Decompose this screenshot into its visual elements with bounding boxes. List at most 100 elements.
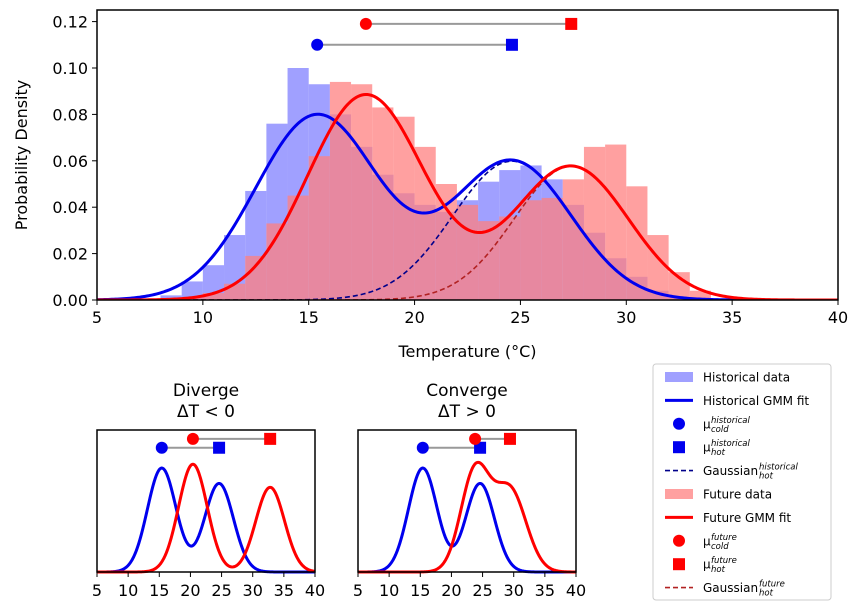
hist-bar-1-1 xyxy=(202,293,225,300)
y-tick-label-2: 0.04 xyxy=(52,198,88,217)
mean-marker-mu_cold-future xyxy=(186,432,199,445)
legend-marker xyxy=(673,558,685,571)
mean-marker-mu_hot-historical xyxy=(505,38,518,51)
legend-label-sub: cold xyxy=(711,542,729,552)
x-tick-label-7: 40 xyxy=(305,581,325,600)
x-tick-label-3: 20 xyxy=(404,308,424,327)
gmm-fit-line-3 xyxy=(97,92,838,300)
mean-marker-mu_hot-historical xyxy=(474,441,487,454)
hist-bar-1-24 xyxy=(689,290,711,300)
hist-bar-1-23 xyxy=(668,272,690,300)
panel-frame xyxy=(357,429,577,573)
x-tick-label-4: 25 xyxy=(211,581,231,600)
y-tick-label-1: 0.02 xyxy=(52,245,88,264)
x-tick-label-0: 5 xyxy=(353,581,363,600)
main-frame xyxy=(96,9,839,301)
x-tick-label-5: 30 xyxy=(504,581,524,600)
x-tick-label-7: 40 xyxy=(566,581,586,600)
x-tick-label-2: 15 xyxy=(410,581,430,600)
legend-label-sub: hot xyxy=(711,565,726,575)
legend-label-sub: hot xyxy=(759,589,774,599)
legend-label-sup: future xyxy=(759,580,785,590)
x-tick-label-1: 10 xyxy=(193,308,213,327)
hist-bar-1-14 xyxy=(478,221,500,300)
legend-label-main: Gaussian xyxy=(703,464,758,478)
legend-label: μfuture cold xyxy=(703,533,737,552)
legend-entry-3: μhistorical hot xyxy=(673,439,750,458)
y-tick-label-0: 0.00 xyxy=(52,291,88,310)
hist-bar-1-18 xyxy=(562,179,584,300)
legend-label: Gaussianhistorical hot xyxy=(703,463,798,482)
legend-label-sub: hot xyxy=(759,472,774,482)
legend-label-sub: cold xyxy=(711,425,729,435)
x-tick-label-6: 35 xyxy=(535,581,555,600)
hist-bar-1-13 xyxy=(456,204,479,300)
mean-marker-mu_cold-future xyxy=(469,432,482,445)
legend-label: μfuture hot xyxy=(703,556,737,575)
x-tick-label-0: 5 xyxy=(92,308,102,327)
hist-bar-1-16 xyxy=(520,200,542,300)
x-axis-label: Temperature (°C) xyxy=(397,342,536,361)
hist-bar-0-0 xyxy=(160,295,182,300)
legend-label-sub: hot xyxy=(711,448,726,458)
legend-label-sup: future xyxy=(711,533,737,543)
y-tick-label-3: 0.06 xyxy=(52,152,88,171)
hist-bar-1-17 xyxy=(541,197,563,300)
x-tick-label-5: 30 xyxy=(243,581,263,600)
legend-label: μhistorical cold xyxy=(703,416,750,435)
x-tick-label-2: 15 xyxy=(299,308,319,327)
panel-title: Converge xyxy=(426,381,508,401)
hist-bar-1-9 xyxy=(372,107,394,300)
legend-marker xyxy=(673,441,685,454)
legend-label-sup: historical xyxy=(759,463,798,473)
x-tick-label-6: 35 xyxy=(274,581,294,600)
legend-swatch xyxy=(665,489,693,499)
x-tick-label-4: 25 xyxy=(510,308,530,327)
legend-label-main: μ xyxy=(703,534,711,548)
legend-label-main: μ xyxy=(703,441,711,455)
hist-bar-1-3 xyxy=(245,255,267,300)
y-tick-label-6: 0.12 xyxy=(52,13,88,32)
legend-label: Future GMM fit xyxy=(703,511,791,525)
legend-entry-0: Historical data xyxy=(665,371,790,385)
y-axis-label: Probability Density xyxy=(12,80,31,231)
hist-bar-1-20 xyxy=(605,144,627,300)
mean-marker-mu_hot-historical xyxy=(213,441,226,454)
mean-marker-mu_hot-future xyxy=(264,432,277,445)
legend-label: Historical data xyxy=(703,371,790,385)
hist-bar-1-15 xyxy=(499,216,521,300)
main-density-chart: 5 10 15 20 25 30 35 40 0.00 0.02 0.04 0.06 0.08 0.10 0… xyxy=(12,9,848,361)
legend-entry-9: Gaussianfuture hot xyxy=(665,580,785,599)
legend-label: Historical GMM fit xyxy=(703,394,809,408)
hist-bar-1-12 xyxy=(435,184,457,300)
legend-box xyxy=(652,363,832,601)
legend-entry-2: μhistorical cold xyxy=(673,416,750,435)
gaussian-hot-line-5 xyxy=(97,165,838,300)
hist-bar-1-8 xyxy=(351,84,373,300)
legend-swatch xyxy=(665,372,693,382)
x-tick-label-4: 25 xyxy=(472,581,492,600)
legend-entry-1: Historical GMM fit xyxy=(665,394,809,408)
hist-bar-1-10 xyxy=(393,116,415,300)
panel-title: Diverge xyxy=(173,381,239,401)
x-tick-label-5: 30 xyxy=(616,308,636,327)
hist-bar-1-2 xyxy=(224,283,246,300)
x-tick-label-2: 15 xyxy=(149,581,169,600)
legend-marker xyxy=(673,417,685,430)
legend-marker xyxy=(673,534,685,547)
legend-entry-8: μfuture hot xyxy=(673,556,737,575)
mean-marker-mu_hot-future xyxy=(503,432,516,445)
mean-marker-mu_cold-historical xyxy=(416,441,429,454)
x-tick-label-3: 20 xyxy=(180,581,200,600)
legend-label-main: Gaussian xyxy=(703,581,758,595)
mean-marker-mu_hot-future xyxy=(565,17,578,30)
legend-label-sup: future xyxy=(711,556,737,566)
x-tick-label-1: 10 xyxy=(118,581,138,600)
hist-bar-1-21 xyxy=(626,186,648,300)
legend-entry-5: Future data xyxy=(665,488,772,502)
legend-label: Future data xyxy=(703,488,772,502)
mean-marker-mu_cold-historical xyxy=(311,38,324,51)
legend-label: Gaussianfuture hot xyxy=(703,580,785,599)
